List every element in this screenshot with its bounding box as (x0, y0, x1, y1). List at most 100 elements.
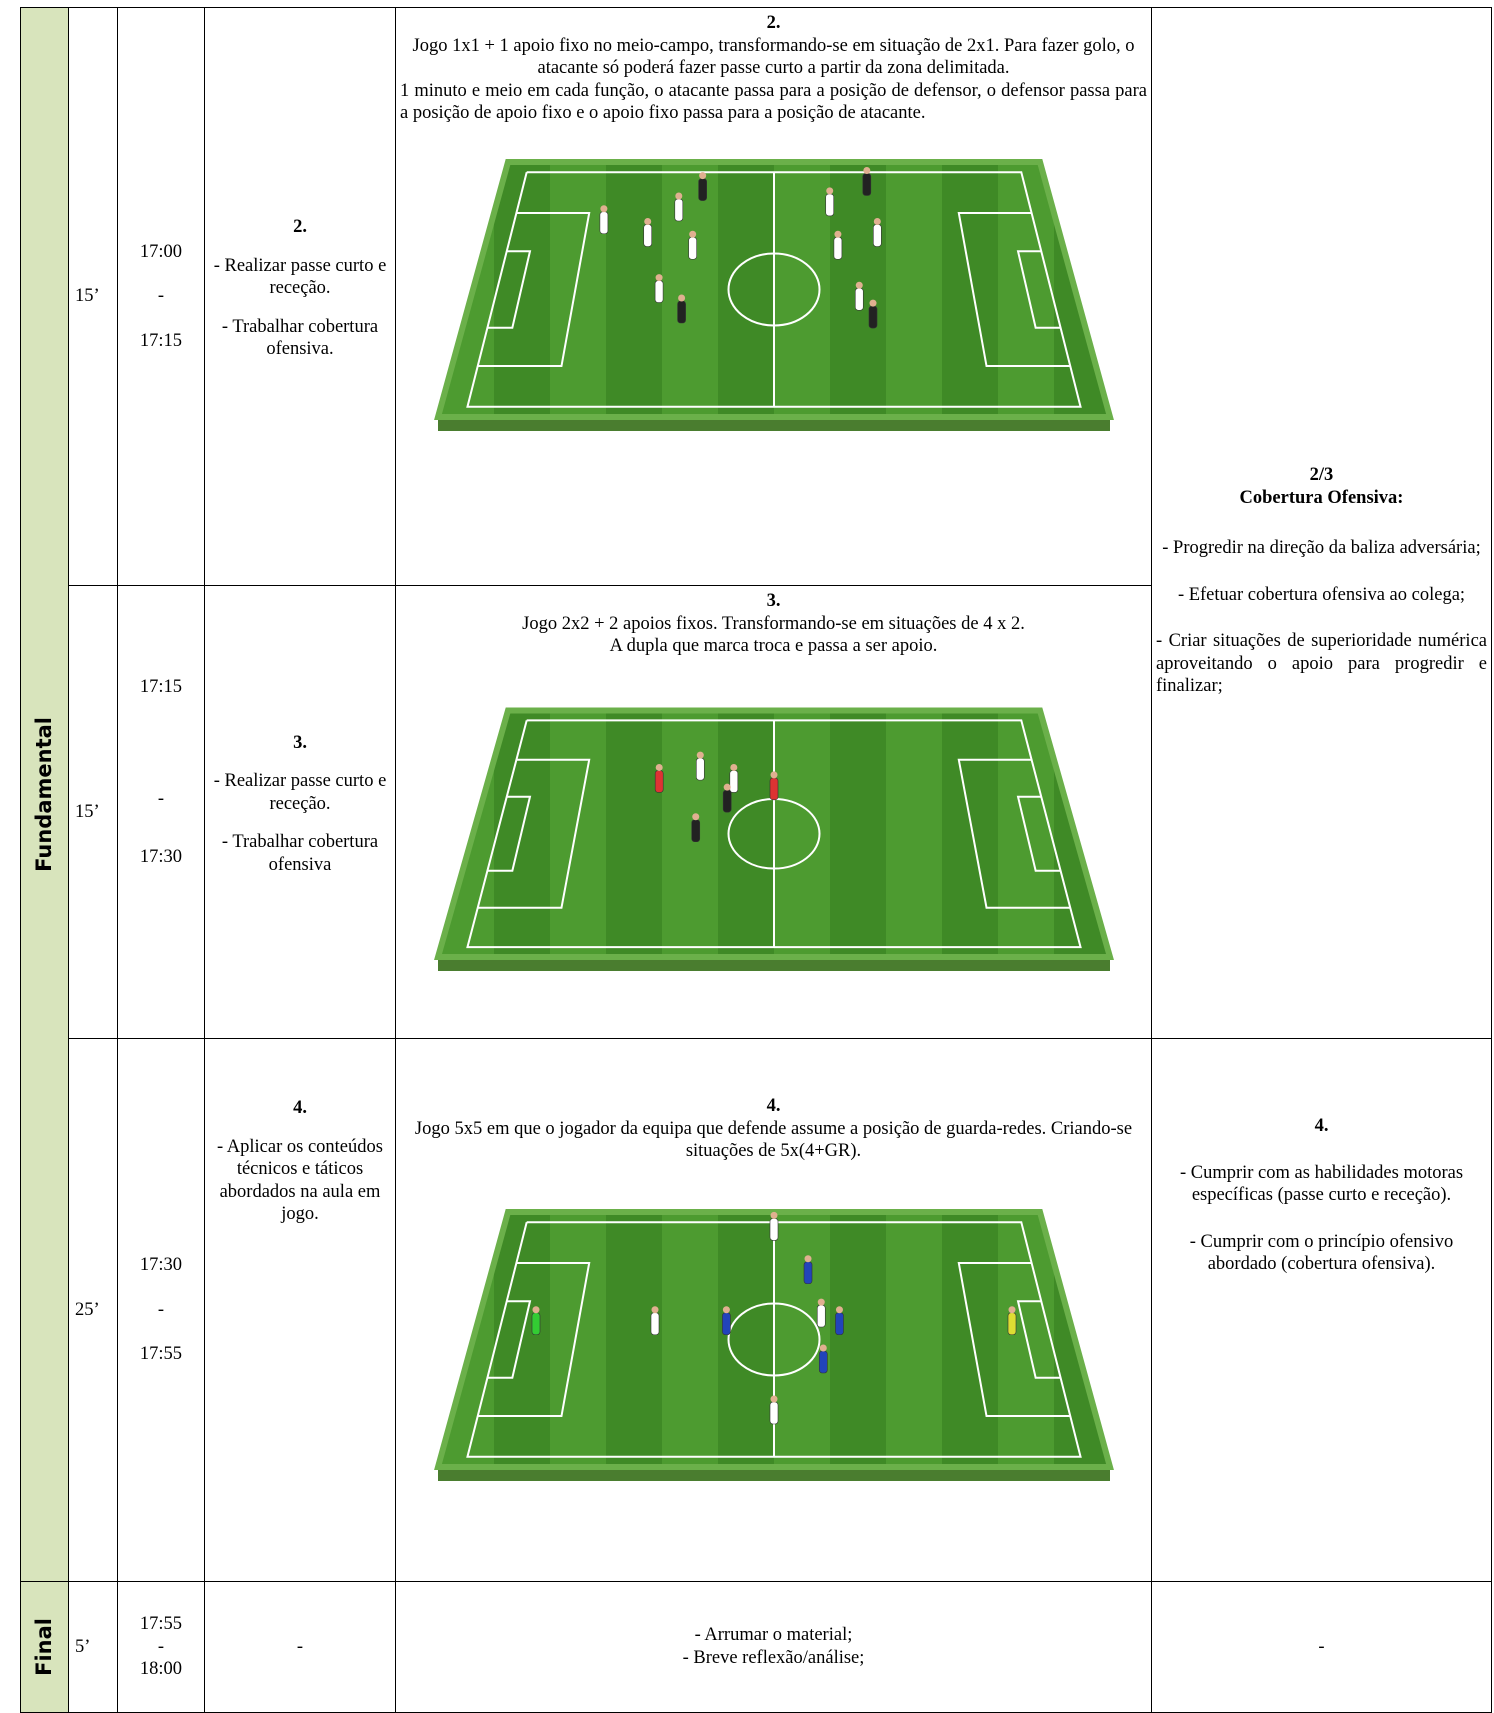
pitch-base (437, 1466, 1110, 1481)
player-head (873, 217, 881, 225)
player-head (643, 217, 651, 225)
phase-cell: Fundamental (20, 7, 69, 1582)
pitch-line (477, 211, 590, 367)
time-cell: 17:15 - 17:30 (117, 585, 205, 1039)
player-head (817, 1298, 825, 1306)
center-circle (727, 1302, 820, 1377)
pitch-line (957, 758, 1070, 909)
duration: 15’ (68, 585, 118, 1039)
player-head (825, 187, 833, 195)
pitch-line (1016, 250, 1061, 329)
objective-item: - Realizar passe curto e receção. (213, 771, 387, 814)
player (721, 1312, 731, 1335)
time-cell: 17:00 - 17:15 (117, 7, 205, 586)
criteria-cell: 4. - Cumprir com as habilidades motoras e… (1151, 1038, 1492, 1582)
time: 17:00 (139, 241, 183, 262)
player-head (723, 783, 731, 791)
time-cell: 17:55-18:00 (117, 1581, 205, 1713)
player-head (770, 771, 777, 779)
player-head (722, 1305, 730, 1313)
objective-number: 4. (293, 1098, 307, 1118)
player (697, 178, 707, 201)
criteria-item: - Cumprir com o princípio ofensivo abord… (1189, 1231, 1454, 1275)
phase-label: Final (31, 1618, 56, 1676)
pitch-diagram (433, 707, 1114, 971)
player (1007, 1312, 1016, 1335)
criteria-title: Cobertura Ofensiva: (1239, 487, 1404, 508)
player-head (698, 171, 706, 179)
criteria-item: - Efetuar cobertura ofensiva ao colega; (1177, 584, 1466, 605)
player (769, 777, 778, 800)
player (654, 769, 663, 793)
player (834, 1312, 844, 1335)
player (854, 287, 864, 311)
player (650, 1312, 659, 1335)
player (531, 1312, 540, 1335)
time: - (157, 1299, 165, 1320)
player-head (835, 1305, 843, 1313)
pitch-line (486, 1299, 531, 1379)
criteria-number: 2/3 (1309, 465, 1334, 486)
player-head (833, 230, 841, 238)
pitch-diagram (433, 1208, 1114, 1481)
criteria-item: - Cumprir com as habilidades motoras esp… (1179, 1162, 1464, 1206)
description-text: A dupla que marca troca e passa a ser ap… (609, 636, 938, 657)
duration: 25’ (68, 1038, 118, 1582)
time: - (157, 1636, 165, 1657)
pitch-line (486, 795, 531, 872)
player (695, 757, 705, 781)
center-circle (727, 252, 820, 327)
pitch-line (465, 719, 1082, 948)
player-head (819, 1344, 827, 1352)
criteria-item: - Progredir na direção da baliza adversá… (1162, 538, 1481, 559)
pitch-line (957, 211, 1070, 367)
description-text: Jogo 1x1 + 1 apoio fixo no meio-campo, t… (412, 35, 1135, 79)
objective-cell: - (204, 1581, 396, 1713)
objective-cell: 4. - Aplicar os conteúdos técnicos e táti… (204, 1038, 396, 1582)
duration: 15’ (68, 7, 118, 586)
time: 17:30 (139, 1255, 183, 1276)
pitch-line (477, 1261, 590, 1417)
description-number: 2. (766, 13, 781, 33)
criteria-number: 4. (1314, 1116, 1329, 1136)
player (862, 173, 871, 196)
description-text: - Arrumar o material; (694, 1625, 853, 1646)
pitch-line (465, 1220, 1082, 1458)
time: 17:15 (139, 330, 183, 351)
time: 17:55 (139, 1614, 183, 1635)
player (722, 789, 731, 813)
description-number: 4. (766, 1096, 781, 1116)
player-head (677, 294, 685, 302)
player (642, 224, 652, 247)
description-text: - Breve reflexão/análise; (682, 1648, 865, 1668)
player-head (696, 751, 704, 759)
player (769, 1401, 778, 1424)
time: 17:30 (139, 846, 183, 867)
pitch-line (1016, 1299, 1061, 1379)
pitch-line (486, 250, 531, 329)
player (687, 236, 697, 260)
phase-label: Fundamental (31, 717, 56, 872)
time-cell: 17:30 - 17:55 (117, 1038, 205, 1582)
player-head (651, 1305, 658, 1313)
objective-item: - Trabalhar cobertura ofensiva. (221, 316, 379, 360)
duration: 5’ (68, 1581, 118, 1713)
player-head (688, 230, 696, 238)
time: 17:15 (139, 676, 183, 697)
player-head (770, 1395, 777, 1403)
player (816, 1304, 826, 1328)
objective-item: - Realizar passe curto e receção. (213, 255, 387, 299)
description-text: Jogo 5x5 em que o jogador da equipa que … (414, 1118, 1133, 1162)
lesson-plan-table: Fundamental 15’ 17:00 - 17:15 2. - Realizar… (20, 7, 1492, 1713)
pitch-base (437, 416, 1110, 431)
time: - (157, 286, 165, 307)
description-cell: 3. Jogo 2x2 + 2 apoios fixos. Transforman… (395, 585, 1152, 1039)
player (803, 1261, 812, 1284)
pitch-line (957, 1261, 1070, 1417)
player (818, 1350, 828, 1373)
player-head (770, 1211, 777, 1219)
objective-number: 3. (293, 732, 307, 753)
player (690, 819, 700, 842)
player (872, 224, 882, 247)
player (868, 305, 877, 329)
